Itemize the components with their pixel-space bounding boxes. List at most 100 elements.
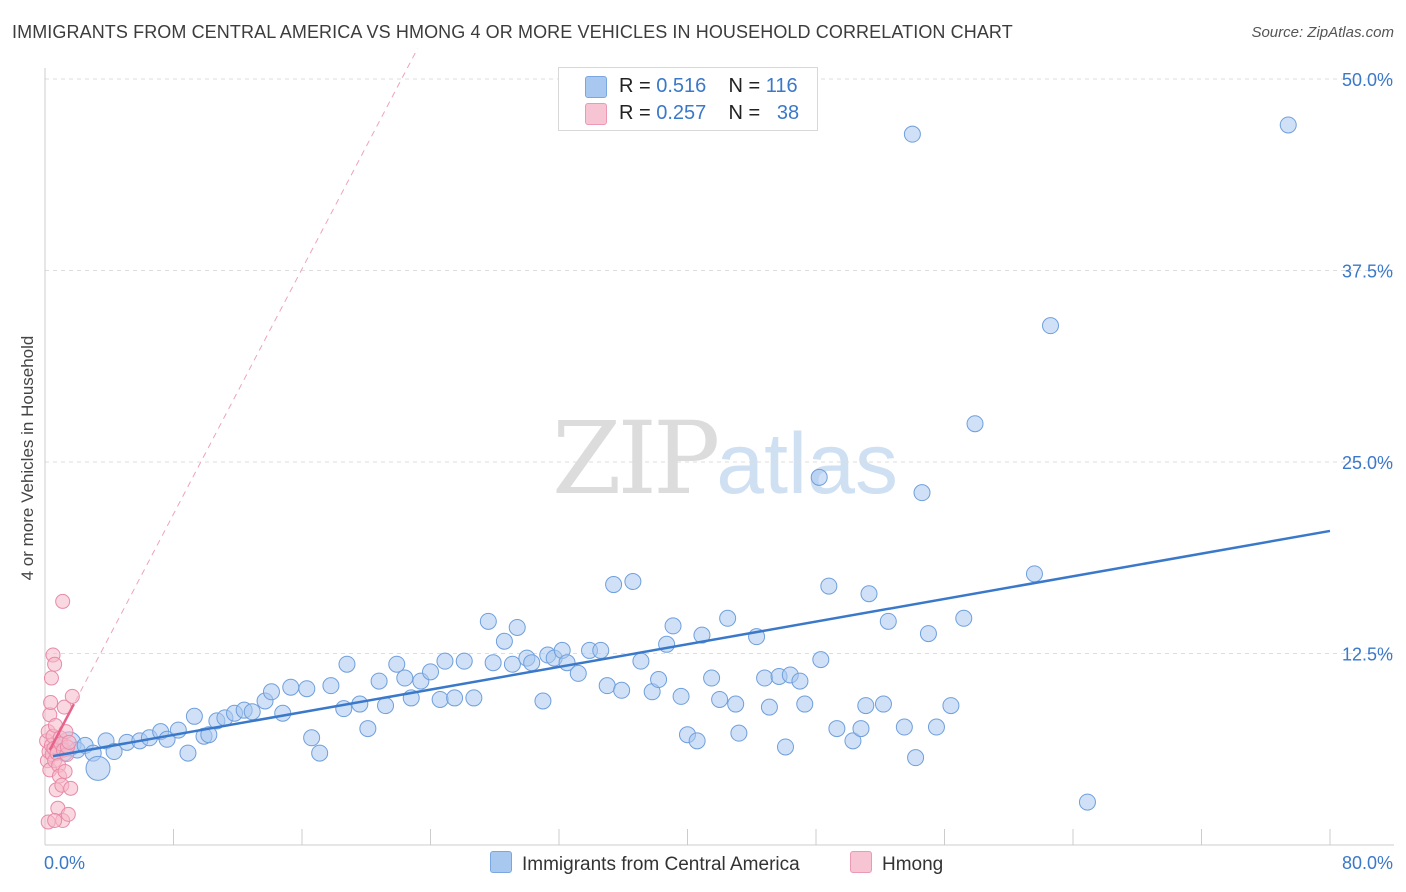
point-central-america — [592, 641, 610, 659]
legend-r-label: R = — [619, 75, 651, 97]
point-central-america — [907, 749, 925, 767]
point-central-america — [810, 468, 828, 486]
central-america-trend-line — [52, 529, 1331, 758]
x-tick-label: 80.0% — [1342, 853, 1393, 873]
point-central-america — [903, 125, 921, 143]
point-central-america — [955, 609, 973, 627]
point-central-america — [431, 690, 449, 708]
legend-n-label: N = — [728, 102, 761, 124]
point-central-america — [446, 689, 464, 707]
point-central-america — [828, 720, 846, 738]
point-central-america — [879, 612, 897, 630]
point-hmong — [57, 763, 73, 779]
point-central-america — [820, 577, 838, 595]
point-central-america — [852, 720, 870, 738]
point-central-america — [598, 677, 616, 695]
y-tick-label: 25.0% — [1342, 453, 1393, 473]
point-central-america — [455, 652, 473, 670]
point-central-america — [703, 669, 721, 687]
point-hmong — [64, 688, 80, 704]
point-central-america — [919, 625, 937, 643]
point-central-america — [874, 695, 892, 713]
point-central-america — [465, 689, 483, 707]
point-central-america — [605, 576, 623, 594]
point-central-america — [812, 651, 830, 669]
point-central-america — [200, 726, 218, 744]
bottom-legend-swatch-blue — [490, 851, 512, 873]
point-central-america — [303, 729, 321, 747]
legend-swatch-pink — [585, 103, 607, 125]
point-central-america — [508, 618, 526, 636]
watermark-atlas: atlas — [716, 416, 898, 512]
point-central-america — [388, 655, 406, 673]
point-central-america — [282, 678, 300, 696]
point-central-america — [1042, 317, 1060, 335]
point-central-america — [484, 654, 502, 672]
point-hmong — [43, 695, 59, 711]
point-central-america — [688, 732, 706, 750]
point-central-america — [727, 695, 745, 713]
point-central-america — [664, 617, 682, 635]
legend-r-value: 0.516 — [656, 75, 707, 97]
point-hmong — [63, 780, 79, 796]
point-central-america — [479, 612, 497, 630]
point-central-america — [534, 692, 552, 710]
point-central-america — [844, 732, 862, 750]
point-central-america — [730, 724, 748, 742]
point-central-america — [857, 697, 875, 715]
point-central-america — [913, 484, 931, 502]
legend: R = 0.516 N = 116 R = 0.257 N = 38 — [558, 67, 818, 131]
point-central-america — [942, 697, 960, 715]
point-central-america — [311, 744, 329, 762]
watermark-zip: ZIP — [552, 400, 720, 517]
hmong-trend-extension — [49, 48, 419, 751]
legend-n-label: N = — [728, 75, 761, 97]
point-central-america — [322, 677, 340, 695]
point-central-america — [791, 672, 809, 690]
point-central-america — [1279, 116, 1297, 134]
point-central-america — [672, 687, 690, 705]
point-central-america — [860, 585, 878, 603]
point-central-america — [756, 669, 774, 687]
point-hmong — [55, 593, 71, 609]
point-central-america — [796, 695, 814, 713]
point-hmong — [47, 656, 63, 672]
bottom-legend-label: Hmong — [882, 854, 944, 875]
point-central-america — [719, 609, 737, 627]
point-central-america — [436, 652, 454, 670]
point-hmong — [61, 734, 77, 750]
x-tick-label: 0.0% — [44, 853, 85, 873]
point-central-america — [243, 703, 261, 721]
point-central-america — [179, 744, 197, 762]
bottom-legend-central-america: Immigrants from Central America — [490, 851, 800, 876]
y-tick-label: 50.0% — [1342, 70, 1393, 90]
y-tick-label: 12.5% — [1342, 645, 1393, 665]
point-central-america — [1025, 565, 1043, 583]
legend-r-value: 0.257 — [656, 102, 707, 124]
point-hmong — [47, 812, 63, 828]
point-central-america — [760, 698, 778, 716]
point-central-america — [613, 681, 631, 699]
point-central-america — [503, 655, 521, 673]
legend-n-value: 116 — [765, 75, 798, 97]
legend-n-value: 38 — [776, 102, 800, 124]
source-label: Source: ZipAtlas.com — [1251, 24, 1394, 41]
chart-title: IMMIGRANTS FROM CENTRAL AMERICA VS HMONG… — [12, 22, 1013, 42]
point-hmong — [43, 670, 59, 686]
point-central-america — [927, 718, 945, 736]
point-central-america — [262, 683, 280, 701]
point-central-america — [569, 664, 587, 682]
legend-r-label: R = — [619, 102, 651, 124]
legend-swatch-blue — [585, 76, 607, 98]
point-central-america — [624, 572, 642, 590]
point-central-america — [523, 654, 541, 672]
point-central-america — [377, 697, 395, 715]
point-central-america — [966, 415, 984, 433]
point-central-america — [85, 755, 111, 781]
watermark: ZIPatlas — [552, 400, 898, 517]
point-central-america — [495, 632, 513, 650]
point-central-america — [359, 720, 377, 738]
bottom-legend-hmong: Hmong — [850, 851, 943, 876]
point-central-america — [632, 652, 650, 670]
